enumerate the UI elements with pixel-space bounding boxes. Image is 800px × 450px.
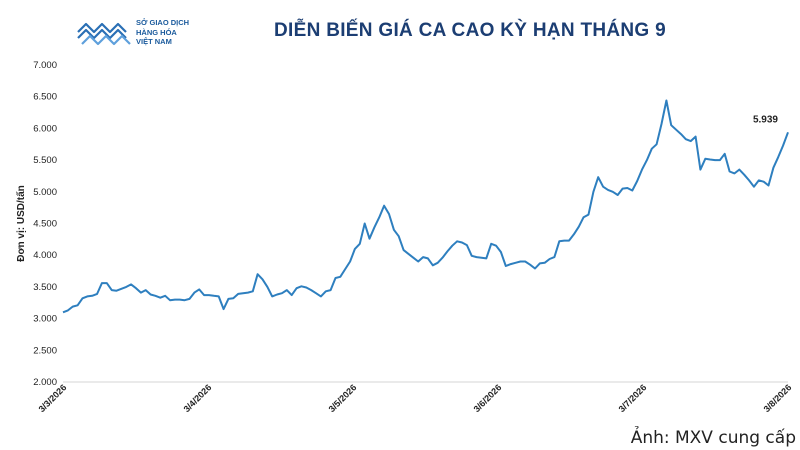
y-tick-label: 6.500	[33, 92, 57, 103]
x-tick-label: 3/6/2026	[472, 382, 504, 414]
y-tick-label: 3.500	[33, 282, 57, 293]
y-tick-label: 4.000	[33, 250, 57, 261]
price-series-line	[62, 99, 789, 314]
x-tick-label: 3/4/2026	[182, 382, 214, 414]
logo-line-3: VIỆT NAM	[136, 37, 172, 46]
logo-text: SỞ GIAO DỊCH HÀNG HÓA VIỆT NAM	[136, 18, 189, 47]
y-tick-label: 5.500	[33, 155, 57, 166]
exchange-logo: SỞ GIAO DỊCH HÀNG HÓA VIỆT NAM	[76, 16, 206, 50]
y-axis-label: Đơn vị: USD/tấn	[15, 185, 27, 262]
y-axis: 2.000 2.500 3.000 3.500 4.000 4.500 5.000 5.500…	[15, 60, 57, 388]
y-tick-label: 5.000	[33, 187, 57, 198]
y-tick-label: 4.500	[33, 219, 57, 230]
x-axis: 3/3/2026 3/4/2026 3/5/2026 3/6/2026 3/7/2026…	[37, 381, 794, 414]
y-tick-label: 3.000	[33, 314, 57, 325]
x-tick-label: 3/8/2026	[762, 382, 794, 414]
logo-line-2: HÀNG HÓA	[136, 27, 177, 37]
y-tick-label: 7.000	[33, 60, 57, 71]
photo-credit: Ảnh: MXV cung cấp	[630, 428, 796, 448]
y-tick-label: 6.000	[33, 123, 57, 134]
logo-mark-icon	[77, 22, 131, 46]
x-tick-label: 3/7/2026	[617, 382, 649, 414]
logo-line-1: SỞ GIAO DỊCH	[136, 18, 190, 27]
chart-title: DIỄN BIẾN GIÁ CA CAO KỲ HẠN THÁNG 9	[274, 20, 666, 41]
x-tick-label: 3/5/2026	[327, 382, 359, 414]
y-tick-label: 2.500	[33, 345, 57, 356]
annotation-group: 5.939	[753, 114, 778, 125]
y-tick-label: 2.000	[33, 377, 57, 388]
last-value-label: 5.939	[753, 114, 778, 125]
series-group	[62, 99, 789, 314]
